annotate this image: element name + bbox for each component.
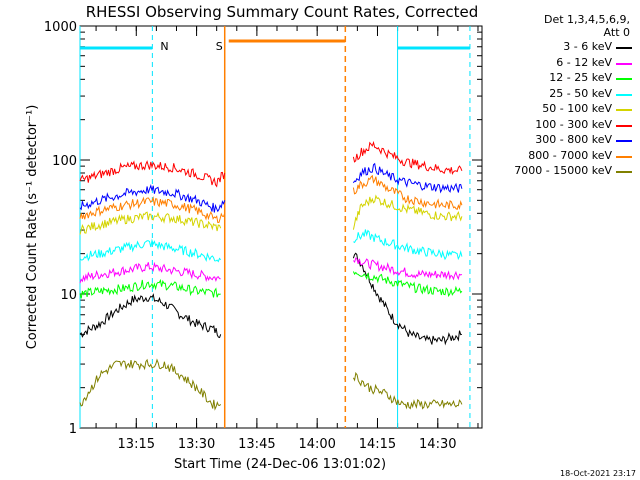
series-300to800kev: [80, 164, 462, 213]
series-lines: [80, 143, 462, 409]
y-tick-label: 1000: [44, 20, 77, 35]
flag-label: N: [160, 40, 168, 53]
series-line: [353, 258, 462, 279]
series-line: [353, 373, 462, 408]
legend-swatch: [616, 109, 632, 111]
x-tick-label: 14:00: [298, 437, 335, 452]
legend-swatch: [616, 78, 632, 80]
y-axis-label: Corrected Count Rate (s⁻¹ detector⁻¹): [25, 105, 40, 350]
legend-header: Det 1,3,4,5,6,9,: [544, 13, 630, 26]
x-tick-label: 13:15: [118, 437, 155, 452]
legend-entry-label: 12 - 25 keV: [549, 71, 612, 84]
x-tick-label: 13:45: [238, 437, 275, 452]
legend-entry-label: 300 - 800 keV: [535, 133, 612, 146]
legend-entry-label: 6 - 12 keV: [556, 56, 612, 69]
legend-swatch: [616, 63, 632, 65]
series-7000to15000kev: [80, 360, 462, 409]
legend-swatch: [616, 125, 632, 127]
legend-swatch: [616, 140, 632, 142]
footer-date: 18-Oct-2021 23:17: [560, 469, 636, 478]
series-line: [353, 196, 462, 230]
series-12to25kev: [80, 272, 462, 299]
y-tick-label: 100: [52, 154, 77, 169]
series-25to50kev: [80, 230, 462, 262]
series-line: [353, 164, 462, 193]
legend-swatch: [616, 47, 632, 49]
flag-label: S: [216, 40, 223, 53]
series-6to12kev: [80, 258, 462, 283]
legend-entry-label: 7000 - 15000 keV: [514, 164, 612, 177]
series-line: [353, 143, 462, 174]
legend-entry-label: 50 - 100 keV: [542, 102, 612, 115]
series-line: [353, 230, 462, 260]
legend-entry-label: 25 - 50 keV: [549, 87, 612, 100]
x-tick-label: 14:15: [359, 437, 396, 452]
series-line: [80, 241, 221, 262]
series-line: [80, 262, 221, 283]
x-tick-label: 14:30: [419, 437, 456, 452]
legend-header: Att 0: [604, 26, 630, 39]
legend-entry-label: 800 - 7000 keV: [528, 149, 612, 162]
series-line: [353, 253, 462, 344]
legend-swatch: [616, 156, 632, 158]
legend-swatch: [616, 94, 632, 96]
legend-entry-label: 100 - 300 keV: [535, 118, 612, 131]
plot-axes: 1 10 100 1000 13:15 13:30 13:45 14:00 14:15 14:30: [44, 20, 482, 452]
y-tick-label: 10: [60, 288, 77, 303]
y-tick-label: 1: [69, 422, 77, 437]
rhessi-count-rate-chart: RHESSI Observing Summary Count Rates, Co…: [0, 0, 640, 480]
series-line: [80, 280, 221, 298]
series-line: [80, 212, 221, 234]
chart-title: RHESSI Observing Summary Count Rates, Co…: [86, 3, 479, 21]
x-tick-label: 13:30: [178, 437, 215, 452]
series-line: [80, 295, 221, 338]
legend-entry-label: 3 - 6 keV: [563, 40, 612, 53]
legend-swatch: [616, 171, 632, 173]
series-line: [80, 360, 221, 409]
x-axis-label: Start Time (24-Dec-06 13:01:02): [174, 457, 386, 472]
